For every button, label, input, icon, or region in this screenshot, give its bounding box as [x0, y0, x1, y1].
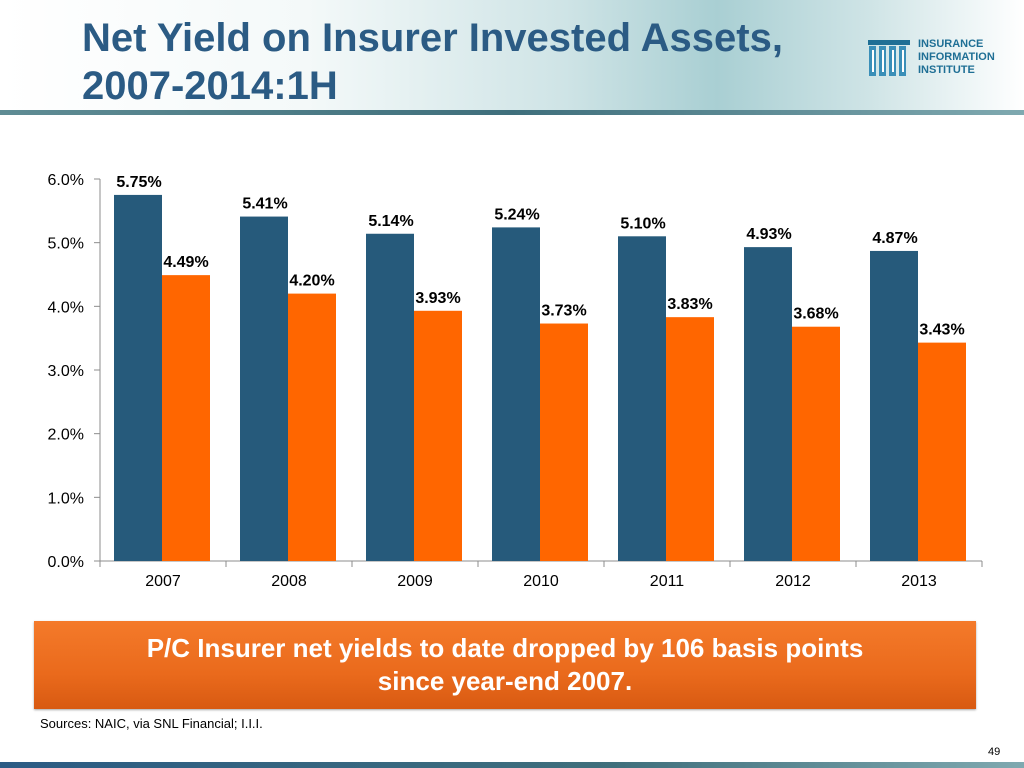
callout-text: P/C Insurer net yields to date dropped b… — [34, 632, 976, 698]
y-tick-label: 5.0% — [48, 236, 84, 253]
y-tick-label: 2.0% — [48, 427, 84, 444]
bar-series-1 — [870, 250, 918, 561]
y-tick-label: 1.0% — [48, 490, 84, 507]
bar-series-1 — [492, 227, 540, 561]
logo-text: INSURANCE INFORMATION INSTITUTE — [918, 38, 1018, 77]
logo-line-2: INFORMATION — [918, 51, 995, 63]
bar-series-1 — [366, 233, 414, 561]
sources-note: Sources: NAIC, via SNL Financial; I.I.I. — [40, 716, 263, 731]
y-tick-label: 0.0% — [48, 554, 84, 571]
header-band — [0, 0, 1024, 112]
iii-logo-icon — [868, 40, 910, 76]
bar-series-1 — [744, 247, 792, 561]
bar-chart: 0.0% 1.0% 2.0% 3.0% 4.0% 5.0% 6.0% 5.75% 4.49% 20… — [48, 172, 983, 590]
logo-line-1: INSURANCE — [918, 38, 984, 50]
bar-series-2 — [792, 326, 840, 561]
data-label-series-2: 3.43% — [919, 322, 964, 339]
logo-line-3: INSTITUTE — [918, 64, 975, 76]
bar-series-2 — [540, 323, 588, 561]
header-rule — [0, 110, 1024, 115]
bar-series-1 — [114, 194, 162, 561]
page-number: 49 — [988, 746, 1001, 758]
footer-rule — [0, 762, 1024, 768]
callout-box: P/C Insurer net yields to date dropped b… — [34, 621, 976, 709]
bar-series-2 — [918, 342, 966, 561]
bar-series-2 — [288, 293, 336, 561]
data-label-series-1: 4.87% — [872, 230, 917, 247]
y-tick-label: 4.0% — [48, 299, 84, 316]
data-label-series-2: 3.93% — [415, 290, 460, 307]
callout-line-1: P/C Insurer net yields to date dropped b… — [146, 633, 864, 663]
iii-logo: INSURANCE INFORMATION INSTITUTE — [868, 36, 1018, 82]
slide-title: Net Yield on Insurer Invested Assets, 20… — [82, 16, 783, 108]
y-tick-label: 3.0% — [48, 363, 84, 380]
x-tick-label: 2008 — [271, 573, 307, 590]
x-tick-label: 2012 — [775, 573, 811, 590]
data-label-series-2: 4.49% — [163, 254, 208, 271]
bar-series-1 — [618, 236, 666, 562]
data-label-series-1: 5.24% — [494, 206, 539, 223]
bar-series-2 — [414, 310, 462, 561]
data-label-series-1: 5.10% — [620, 215, 665, 232]
x-tick-label: 2013 — [901, 573, 937, 590]
x-tick-label: 2010 — [523, 573, 559, 590]
data-label-series-1: 5.14% — [368, 213, 413, 230]
bar-series-2 — [162, 275, 210, 561]
data-label-series-2: 3.83% — [667, 296, 712, 313]
data-label-series-2: 4.20% — [289, 273, 334, 290]
x-tick-label: 2009 — [397, 573, 433, 590]
data-label-series-2: 3.68% — [793, 306, 838, 323]
y-tick-label: 6.0% — [48, 172, 84, 189]
data-label-series-1: 5.41% — [242, 196, 287, 213]
data-label-series-2: 3.73% — [541, 303, 586, 320]
bar-series-1 — [240, 216, 288, 561]
x-tick-label: 2011 — [650, 573, 685, 590]
data-label-series-1: 4.93% — [746, 226, 791, 243]
x-tick-label: 2007 — [145, 573, 181, 590]
data-label-series-1: 5.75% — [116, 174, 161, 191]
bar-series-2 — [666, 317, 714, 561]
callout-line-2: since year-end 2007. — [377, 666, 633, 696]
